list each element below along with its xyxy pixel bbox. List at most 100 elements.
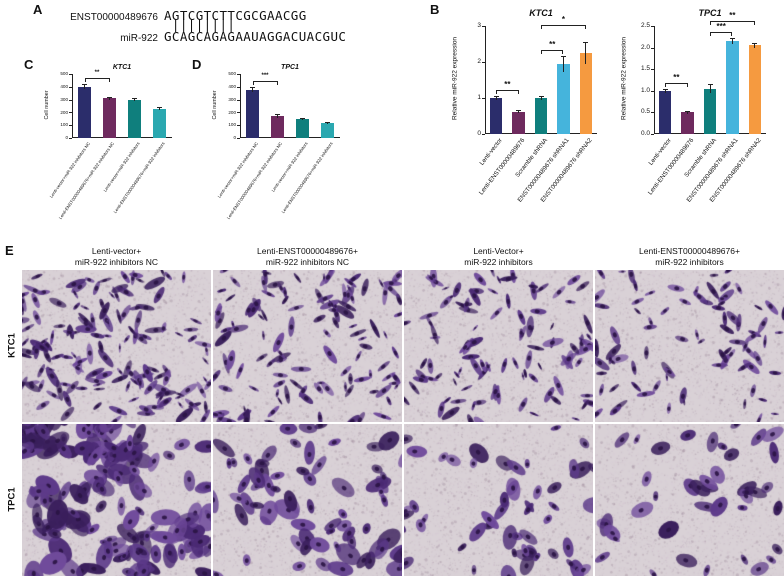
- significance-label: **: [673, 72, 680, 82]
- mirna-row: miR-922 GCAGCAGAGAAUAGGACUACGUC: [52, 29, 382, 44]
- y-tick-label: 200: [60, 109, 68, 115]
- y-tick-mark: [69, 99, 72, 101]
- significance-bracket: [84, 78, 110, 83]
- y-tick-mark: [651, 134, 654, 135]
- significance-bracket: [252, 81, 278, 86]
- bar: [659, 90, 672, 134]
- error-bar-cap-top: [300, 117, 305, 119]
- significance-label: **: [549, 39, 556, 49]
- sequence-alignment: ENST00000489676 AGTCGTCTTCGCGAACGG |||||…: [52, 8, 382, 44]
- y-tick-label: 200: [228, 109, 236, 115]
- error-bar: [709, 84, 711, 93]
- bar: [102, 98, 117, 138]
- error-bar: [277, 114, 278, 118]
- chart-title: KTC1: [529, 8, 553, 18]
- bar: [579, 53, 592, 134]
- y-tick-label: 1.5: [640, 65, 650, 73]
- error-bar-cap-top: [560, 55, 566, 57]
- significance-label: **: [94, 70, 100, 77]
- x-axis-tick-label: Lenti-ENST00000489676+miR-922 inhibitors…: [226, 141, 284, 221]
- bar: [77, 86, 92, 138]
- micrograph-tpc1-lenti-enst-mir922-inhibitors-nc: [213, 424, 402, 576]
- y-tick-mark: [69, 138, 72, 139]
- error-bar: [664, 88, 666, 93]
- micrograph-ktc1-lenti-enst-mir922-inhibitors: [595, 270, 784, 422]
- bar: [245, 89, 260, 138]
- significance-bracket: [541, 25, 586, 30]
- error-bar-cap-top: [583, 42, 589, 44]
- y-tick-mark: [237, 99, 240, 101]
- error-bar: [327, 121, 328, 124]
- pairing-row: ||||||||: [52, 18, 382, 31]
- error-bar-cap-top: [325, 121, 330, 123]
- y-tick-label: 1: [477, 93, 481, 101]
- x-axis-tick-label: Lenti-vector+miR-922 inhibitors NC: [48, 141, 91, 199]
- mirna-name: miR-922: [120, 33, 158, 44]
- micrograph-ktc1-lenti-enst-mir922-inhibitors-nc: [213, 270, 402, 422]
- bar: [127, 99, 142, 138]
- plot-area: [240, 74, 340, 138]
- y-tick-label: 500: [60, 71, 68, 77]
- micrograph-ktc1-lenti-vector-mir922-inhibitors-nc: [22, 270, 211, 422]
- mirna-sequence: GCAGCAGAGAAUAGGACUACGUC: [164, 29, 347, 44]
- panel-d-label: D: [192, 57, 202, 72]
- y-tick-mark: [651, 90, 654, 92]
- chart-title: TPC1: [698, 8, 722, 18]
- y-tick-label: 2: [477, 57, 481, 65]
- y-tick-mark: [69, 86, 72, 88]
- y-tick-mark: [237, 125, 240, 127]
- transcript-name: ENST00000489676: [70, 12, 158, 23]
- column-header-line2: miR-922 inhibitors: [655, 257, 724, 268]
- significance-label: *: [561, 15, 565, 25]
- bar: [295, 118, 310, 138]
- y-tick-mark: [69, 125, 72, 127]
- error-bar: [731, 38, 733, 45]
- y-axis-label: Cell number: [44, 90, 50, 120]
- column-header-lenti-vector-nc: Lenti-vector+ miR-922 inhibitors NC: [22, 246, 211, 268]
- bar: [726, 41, 739, 134]
- y-tick-label: 100: [228, 122, 236, 128]
- y-axis-label: Relative miR-922 expression: [620, 37, 628, 121]
- error-bar-cap-top: [107, 96, 112, 98]
- significance-bracket: [710, 21, 755, 26]
- micrograph-tpc1-lenti-vector-mir922-inhibitors: [404, 424, 593, 576]
- y-tick-label: 100: [60, 122, 68, 128]
- error-bar-cap-top: [729, 38, 735, 40]
- error-bar-cap-top: [132, 98, 137, 100]
- y-axis-label: Cell number: [212, 90, 218, 120]
- column-header-lenti-enst-inhibitors: Lenti-ENST00000489676+ miR-922 inhibitor…: [595, 246, 784, 268]
- y-tick-mark: [651, 112, 654, 114]
- significance-bracket: [496, 90, 519, 95]
- significance-bracket: [665, 82, 688, 87]
- y-tick-label: 300: [60, 96, 68, 102]
- column-header-line1: Lenti-ENST00000489676+: [257, 246, 358, 256]
- error-bar-cap-top: [752, 43, 758, 45]
- error-bar: [302, 117, 303, 121]
- error-bar: [687, 111, 689, 114]
- y-tick-label: 2.0: [640, 43, 650, 51]
- panel-c-label: C: [24, 57, 34, 72]
- bar: [534, 98, 548, 134]
- bar: [152, 108, 167, 138]
- bar: [490, 98, 503, 134]
- bar: [320, 122, 335, 138]
- bar-chart-ktc1-mir922-expression: KTC1 Relative miR-922 expression 0 1 2 3 Lenti…: [443, 6, 611, 241]
- y-tick-mark: [237, 138, 240, 139]
- y-tick-label: 400: [228, 83, 236, 89]
- plot-area: [72, 74, 172, 138]
- bar: [270, 115, 285, 138]
- column-header-line1: Lenti-ENST00000489676+: [639, 246, 740, 256]
- y-axis-label: Relative miR-922 expression: [451, 37, 459, 121]
- column-header-line2: miR-922 inhibitors NC: [265, 257, 350, 268]
- significance-bracket: [710, 32, 733, 37]
- micrograph-ktc1-lenti-vector-mir922-inhibitors: [404, 270, 593, 422]
- y-tick-mark: [237, 86, 240, 88]
- column-header-line2: miR-922 inhibitors NC: [74, 257, 159, 268]
- x-axis-tick-label: Lenti-vector+miR-922 inhibitors NC: [216, 141, 259, 199]
- y-tick-mark: [482, 98, 485, 99]
- bar: [512, 111, 525, 134]
- error-bar: [585, 42, 587, 64]
- column-header-lenti-vector-inhibitors: Lenti-Vector+ miR-922 inhibitors: [404, 246, 593, 268]
- column-header-line2: miR-922 inhibitors: [464, 257, 533, 268]
